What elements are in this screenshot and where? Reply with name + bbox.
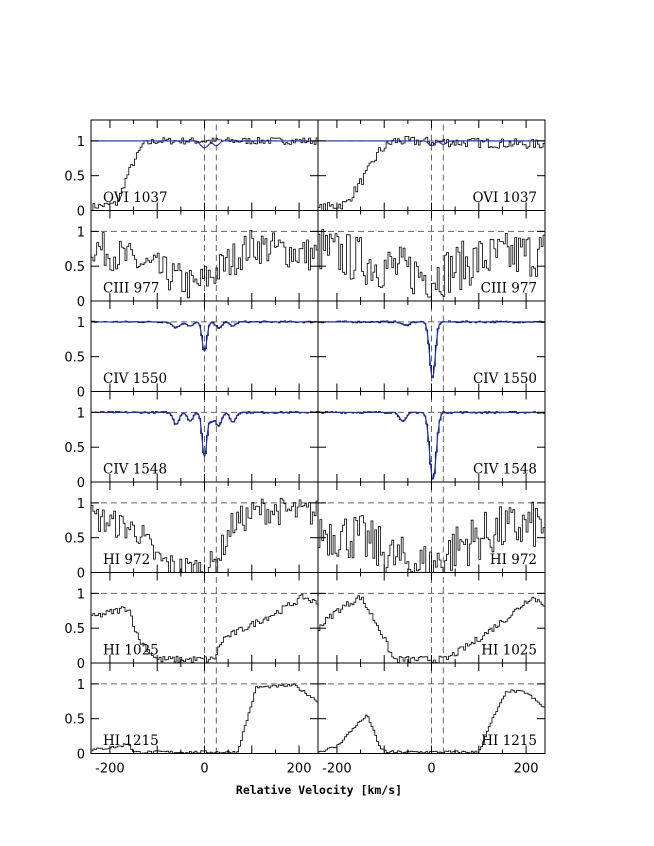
model-fit-line [91, 140, 318, 149]
x-tick-label: 200 [514, 762, 539, 777]
panel-0-left: 0 0.5 1 OVI 1037 [64, 119, 319, 220]
spectrum-line [318, 229, 545, 298]
panel-label: HI 972 [103, 552, 150, 568]
x-tick-label: 0 [200, 762, 208, 777]
y-tick-label: 1 [77, 225, 85, 240]
panel-label: HI 972 [490, 552, 537, 568]
model-fit-line [91, 321, 318, 352]
x-axis-title: Relative Velocity [km/s] [236, 783, 402, 797]
y-tick-label: 0.5 [64, 170, 85, 185]
model-fit-line [91, 411, 318, 458]
y-tick-label: 0 [77, 386, 85, 401]
panel-label: HI 1025 [103, 643, 159, 659]
panel-label: OVI 1037 [103, 190, 168, 206]
panel-label: HI 1025 [481, 643, 537, 659]
y-tick-label: 0 [77, 748, 85, 763]
panel-label: CIV 1548 [473, 462, 537, 478]
panel-label: CIII 977 [103, 281, 159, 297]
panel-label: CIV 1548 [103, 462, 167, 478]
panel-2-right: CIV 1550 [317, 300, 546, 392]
y-tick-label: 1 [77, 678, 85, 693]
panel-label: CIV 1550 [473, 371, 537, 387]
panel-1-left: 0 0.5 1 CIII 977 [64, 210, 319, 310]
panel-1-right: CIII 977 [317, 210, 546, 302]
panel-label: HI 1215 [481, 733, 537, 749]
panel-label: OVI 1037 [472, 190, 537, 206]
panel-0-right: OVI 1037 [317, 119, 546, 211]
spectrum-line [91, 137, 318, 211]
panel-grid: 0 0.5 1 OVI 1037 OVI 1037 0 0.5 1 CIII 977 CIII 9… [64, 119, 546, 777]
x-tick-label: -200 [322, 762, 352, 777]
panel-2-left: 0 0.5 1 CIV 1550 [64, 300, 319, 401]
y-tick-label: 0 [77, 295, 85, 310]
y-tick-label: 1 [77, 316, 85, 331]
x-tick-label: -200 [95, 762, 125, 777]
y-tick-label: 0 [77, 657, 85, 672]
panel-4-right: HI 972 [317, 481, 546, 573]
spectrum-line [91, 230, 318, 299]
y-tick-label: 1 [77, 135, 85, 150]
panel-6-right: HI 1215 -200 0 200 [317, 662, 546, 777]
y-tick-label: 1 [77, 587, 85, 602]
spectrum-line [91, 683, 318, 754]
y-tick-label: 0 [77, 205, 85, 220]
model-fit-line [318, 140, 545, 147]
x-tick-label: 200 [287, 762, 312, 777]
panel-3-left: 0 0.5 1 CIV 1548 [64, 391, 319, 491]
model-fit-line [318, 321, 545, 379]
panel-label: HI 1215 [103, 733, 159, 749]
x-tick-label: 0 [427, 762, 435, 777]
y-tick-label: 1 [77, 406, 85, 421]
y-tick-label: 0.5 [64, 713, 85, 728]
y-tick-label: 0.5 [64, 260, 85, 275]
y-tick-label: 0.5 [64, 351, 85, 366]
panel-6-left: 0 0.5 1 HI 1215 -200 0 200 [64, 662, 319, 777]
spectrum-line [91, 320, 318, 351]
y-tick-label: 0.5 [64, 622, 85, 637]
panel-3-right: CIV 1548 [317, 391, 546, 483]
panel-label: CIV 1550 [103, 371, 167, 387]
y-tick-label: 0 [77, 567, 85, 582]
spectrum-line [318, 136, 545, 211]
panel-5-right: HI 1025 [317, 572, 546, 664]
y-tick-label: 0.5 [64, 441, 85, 456]
model-fit-line [318, 411, 545, 481]
y-tick-label: 0.5 [64, 532, 85, 547]
y-tick-label: 0 [77, 476, 85, 491]
y-tick-label: 1 [77, 497, 85, 512]
panel-4-left: 0 0.5 1 HI 972 [64, 481, 319, 582]
panel-5-left: 0 0.5 1 HI 1025 [64, 572, 319, 672]
panel-label: CIII 977 [481, 281, 537, 297]
